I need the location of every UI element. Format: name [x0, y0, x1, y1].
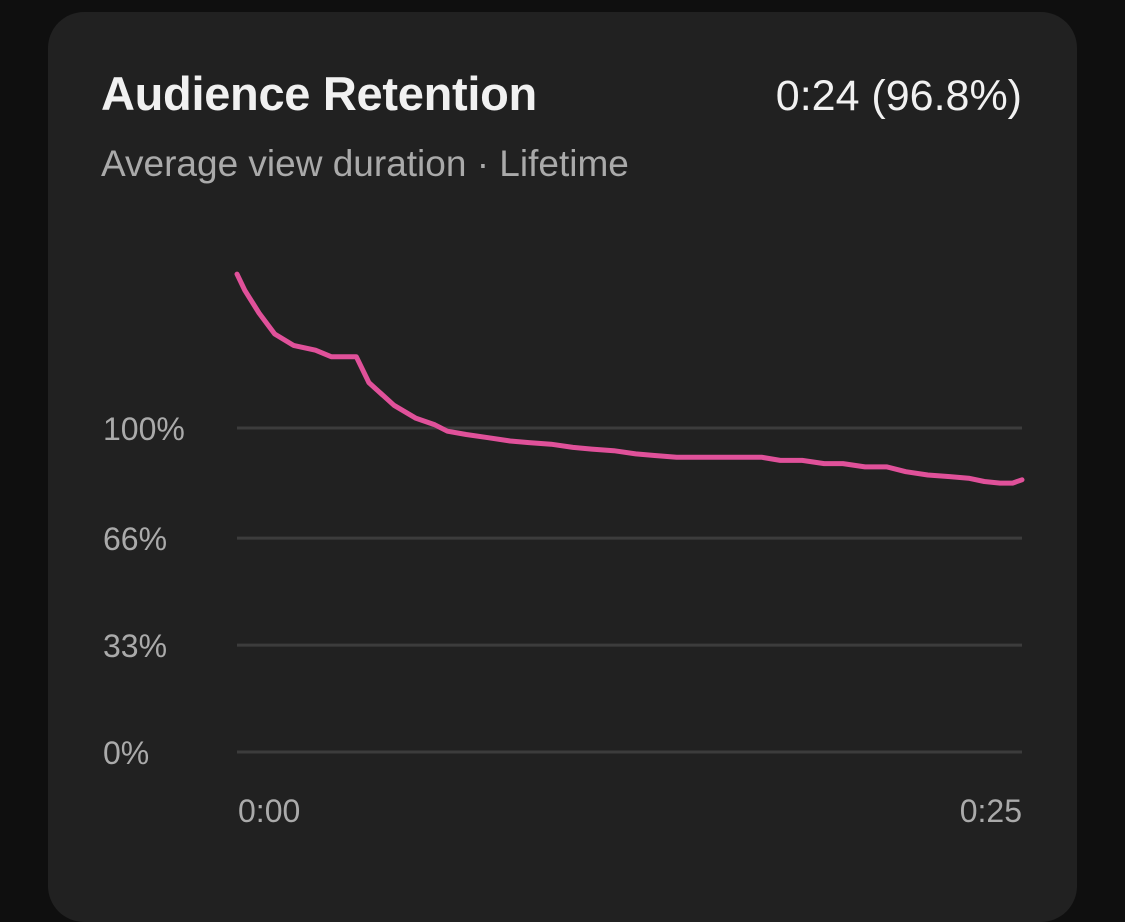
retention-card	[48, 12, 1077, 922]
average-view-duration-value: 0:24 (96.8%)	[775, 72, 1022, 120]
y-tick-label: 0%	[103, 735, 149, 771]
y-tick-label: 66%	[103, 521, 167, 557]
x-tick-label: 0:25	[960, 793, 1022, 829]
card-subtitle: Average view duration · Lifetime	[101, 143, 629, 184]
y-tick-label: 100%	[103, 411, 185, 447]
y-tick-label: 33%	[103, 628, 167, 664]
retention-line	[234, 271, 1025, 486]
x-tick-label: 0:00	[238, 793, 300, 829]
card-title: Audience Retention	[101, 67, 537, 120]
